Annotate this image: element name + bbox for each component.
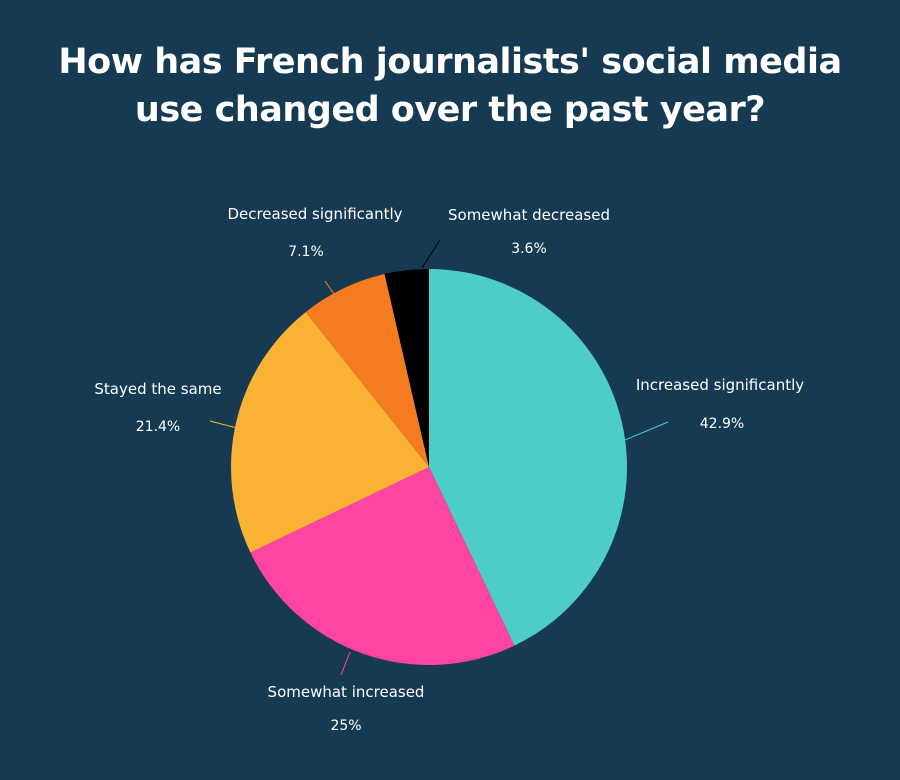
pie-slice-decreased-significantly [305,274,429,467]
leader-line-somewhat-decreased [421,239,441,269]
chart-title-line-1: How has French journalists' social media [58,42,842,82]
chart-title: How has French journalists' social media… [0,38,900,134]
slice-value-increased-significantly: 42.9% [700,416,744,432]
slice-label-somewhat-increased: Somewhat increased [268,683,425,701]
pie-slice-somewhat-decreased [384,269,429,467]
slice-label-stayed-the-same: Stayed the same [94,380,221,398]
leader-line-somewhat-increased [340,651,351,676]
leader-line-increased-significantly [624,421,669,441]
pie-slice-increased-significantly [429,269,627,646]
slice-value-decreased-significantly: 7.1% [288,244,324,260]
slice-value-somewhat-increased: 25% [330,718,361,734]
chart-title-line-2: use changed over the past year? [134,90,766,130]
slice-label-decreased-significantly: Decreased significantly [227,205,402,223]
slice-value-stayed-the-same: 21.4% [136,419,180,435]
slice-label-increased-significantly: Increased significantly [636,376,804,394]
pie-slice-stayed-the-same [230,312,429,553]
slice-value-somewhat-decreased: 3.6% [511,241,547,257]
leader-line-stayed-the-same [209,420,238,429]
leader-line-decreased-significantly [324,280,335,295]
slice-label-somewhat-decreased: Somewhat decreased [448,206,610,224]
pie-slice-somewhat-increased [250,467,515,665]
